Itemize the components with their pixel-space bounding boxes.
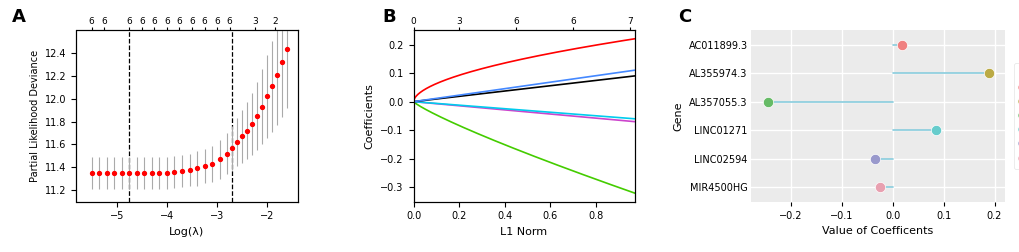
Point xyxy=(893,43,909,47)
Text: A: A xyxy=(12,8,26,25)
Y-axis label: Coefficients: Coefficients xyxy=(365,83,374,149)
X-axis label: Log(λ): Log(λ) xyxy=(169,227,205,237)
Y-axis label: Gene: Gene xyxy=(673,101,683,131)
Point xyxy=(866,157,882,161)
Point xyxy=(927,128,944,132)
X-axis label: Value of Coefficents: Value of Coefficents xyxy=(821,226,932,236)
Point xyxy=(980,71,997,75)
X-axis label: L1 Norm: L1 Norm xyxy=(500,227,547,237)
Point xyxy=(871,185,888,189)
Text: B: B xyxy=(382,8,395,25)
Legend: AC011899.3, AL355974.3, AL357055.3, LINC01271, LINC02594, MIR4500HG: AC011899.3, AL355974.3, AL357055.3, LINC… xyxy=(1013,63,1019,169)
Y-axis label: Partial Likelihood Deviance: Partial Likelihood Deviance xyxy=(30,50,40,182)
Text: C: C xyxy=(678,8,691,25)
Point xyxy=(759,100,775,104)
